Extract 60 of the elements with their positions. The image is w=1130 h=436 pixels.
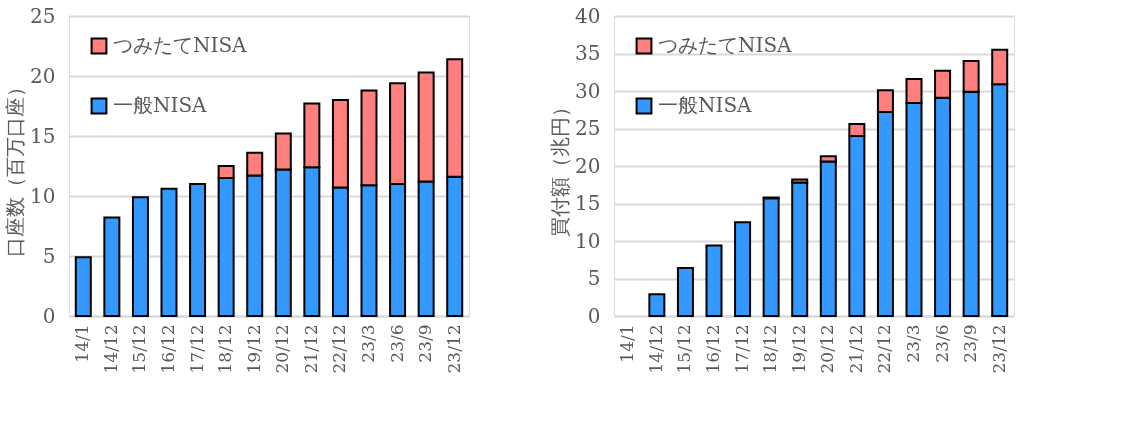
y-tick-label: 15 xyxy=(30,123,56,148)
y-tick-label: 25 xyxy=(575,116,601,140)
x-tick-label: 22/12 xyxy=(329,324,350,374)
y-axis-title: 口座数（百万口座） xyxy=(3,76,28,257)
x-tick-label: 20/12 xyxy=(272,324,293,374)
bar xyxy=(131,196,149,317)
legend-label: 一般NISA xyxy=(113,93,208,117)
x-tick-label: 16/12 xyxy=(703,324,723,374)
bar xyxy=(103,216,121,317)
x-tick-label: 20/12 xyxy=(817,324,838,374)
bar xyxy=(705,244,723,317)
y-tick-label: 35 xyxy=(575,41,601,65)
x-tick-label: 15/12 xyxy=(674,324,695,374)
bar xyxy=(676,267,694,317)
x-tick-label: 18/12 xyxy=(760,324,781,374)
y-tick-label: 30 xyxy=(575,78,601,103)
y-tick-label: 40 xyxy=(575,3,601,28)
x-tick-label: 17/12 xyxy=(186,324,207,374)
y-tick-label: 25 xyxy=(30,3,56,28)
y-axis-title: 買付額（兆円） xyxy=(548,96,573,237)
x-tick-label: 19/12 xyxy=(788,324,809,374)
y-tick-label: 5 xyxy=(587,266,601,290)
x-tick-label: 23/3 xyxy=(358,324,378,363)
x-tick-label: 21/12 xyxy=(300,324,321,374)
x-tick-label: 14/12 xyxy=(100,324,121,374)
x-tick-label: 15/12 xyxy=(129,324,150,374)
x-tick-label: 14/1 xyxy=(617,324,638,363)
x-tick-label: 23/12 xyxy=(988,324,1009,374)
x-tick-label: 16/12 xyxy=(158,324,178,374)
legend-label: 一般NISA xyxy=(658,93,753,117)
legend-label: つみたてNISA xyxy=(658,33,793,57)
bar xyxy=(734,221,752,317)
x-tick-label: 18/12 xyxy=(215,324,236,374)
bar xyxy=(160,187,178,317)
x-tick-label: 14/1 xyxy=(72,324,93,363)
x-tick-label: 17/12 xyxy=(731,324,752,374)
y-tick-label: 0 xyxy=(42,303,56,328)
x-tick-label: 21/12 xyxy=(845,324,866,374)
x-tick-label: 22/12 xyxy=(874,324,895,374)
bar xyxy=(189,183,207,317)
y-tick-label: 0 xyxy=(587,303,601,328)
y-tick-label: 20 xyxy=(30,63,56,88)
x-tick-label: 19/12 xyxy=(243,324,264,374)
x-tick-label: 23/3 xyxy=(903,324,923,363)
bar xyxy=(74,256,92,317)
bar xyxy=(791,181,809,317)
y-tick-label: 5 xyxy=(42,243,56,268)
x-tick-label: 23/6 xyxy=(931,324,952,363)
x-tick-label: 23/9 xyxy=(960,324,981,363)
y-tick-label: 20 xyxy=(575,153,601,178)
bar xyxy=(648,293,666,317)
y-tick-label: 10 xyxy=(30,183,56,208)
x-tick-label: 14/12 xyxy=(645,324,666,374)
x-tick-label: 23/6 xyxy=(386,324,407,363)
y-tick-label: 15 xyxy=(575,191,601,215)
x-tick-label: 23/12 xyxy=(443,324,464,374)
y-tick-label: 10 xyxy=(575,228,601,253)
legend-label: つみたてNISA xyxy=(113,33,248,57)
x-tick-label: 23/9 xyxy=(415,324,436,363)
bar xyxy=(762,197,780,317)
